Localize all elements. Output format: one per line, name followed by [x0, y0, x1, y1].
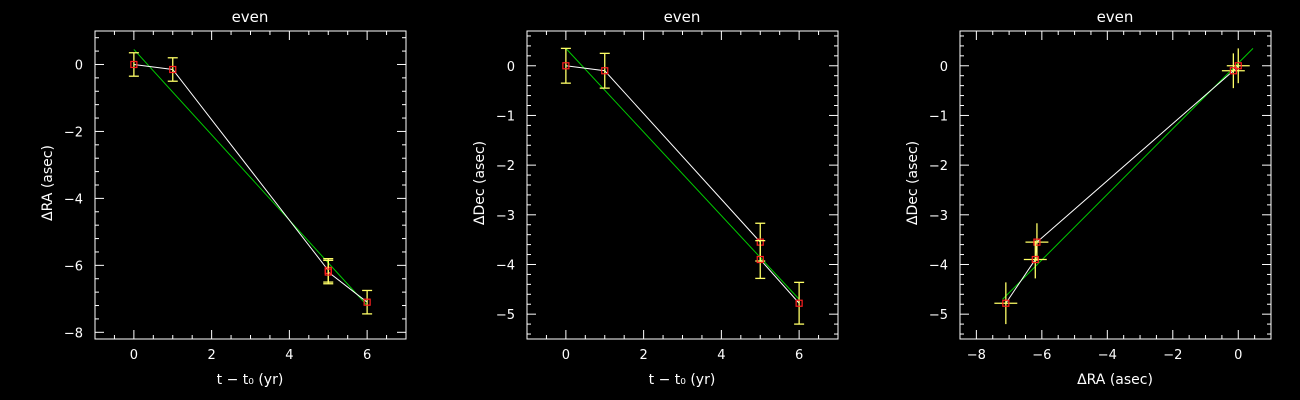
y-tick-label: −4 [496, 258, 515, 273]
x-tick-label: 4 [285, 348, 293, 363]
panel-dec-vs-ra: even ΔRA (asec) ΔDec (asec) −8 −6 −4 −2 0 0 −1… [905, 8, 1272, 388]
data-point [1229, 67, 1237, 75]
x-tick-label: −2 [1163, 348, 1182, 363]
x-tick-label: 2 [207, 348, 215, 363]
x-tick-label: 0 [562, 348, 570, 363]
panel-dec-vs-time: even t − t₀ (yr) ΔDec (asec) 0 2 4 6 0 −1 −2 −3… [472, 8, 839, 388]
x-axis-label: ΔRA (asec) [1077, 372, 1153, 388]
y-tick-label: −1 [496, 109, 515, 124]
data-point [756, 255, 764, 264]
x-tick-label: 6 [363, 348, 371, 363]
data-point [1234, 62, 1242, 70]
y-tick-label: −8 [64, 326, 83, 341]
panel-title: even [664, 8, 701, 26]
data-point [1033, 238, 1041, 246]
y-tick-label: 0 [507, 60, 515, 75]
data-point [562, 62, 570, 70]
x-tick-label: 6 [795, 348, 803, 363]
y-tick-label: −6 [64, 259, 83, 274]
y-axis-label: ΔDec (asec) [472, 141, 488, 225]
x-tick-label: 0 [1234, 348, 1242, 363]
panel-ra-vs-time: even t − t₀ (yr) ΔRA (asec) 0 2 4 6 0 −2 −4 −6 −… [40, 8, 407, 388]
y-tick-label: −1 [929, 109, 948, 124]
y-tick-label: −2 [929, 159, 948, 174]
y-tick-label: −5 [929, 308, 948, 323]
data-point [1002, 299, 1010, 307]
y-tick-label: −5 [496, 308, 515, 323]
data-point [795, 299, 803, 307]
y-tick-label: −2 [496, 159, 515, 174]
x-tick-label: −8 [967, 348, 986, 363]
data-point [324, 268, 332, 276]
x-tick-label: −4 [1098, 348, 1117, 363]
panel-title: even [1097, 8, 1134, 26]
data-point [601, 67, 609, 75]
y-tick-label: −3 [496, 209, 515, 224]
data-point [130, 60, 138, 69]
data-point [1031, 255, 1039, 264]
y-axis-label: ΔDec (asec) [905, 141, 921, 225]
y-tick-label: −4 [929, 258, 948, 273]
x-axis-label: t − t₀ (yr) [649, 372, 716, 388]
y-tick-label: −3 [929, 209, 948, 224]
x-tick-label: 4 [717, 348, 725, 363]
data-point [363, 298, 371, 306]
data-point [169, 65, 177, 74]
y-tick-label: 0 [940, 60, 948, 75]
panel-title: even [232, 8, 269, 26]
x-tick-label: 0 [130, 348, 138, 363]
y-tick-label: 0 [75, 58, 83, 73]
x-tick-label: 2 [639, 348, 647, 363]
y-tick-label: −4 [64, 192, 83, 207]
y-tick-label: −2 [64, 125, 83, 140]
x-tick-label: −6 [1032, 348, 1051, 363]
y-axis-label: ΔRA (asec) [40, 145, 56, 221]
x-axis-label: t − t₀ (yr) [217, 372, 284, 388]
